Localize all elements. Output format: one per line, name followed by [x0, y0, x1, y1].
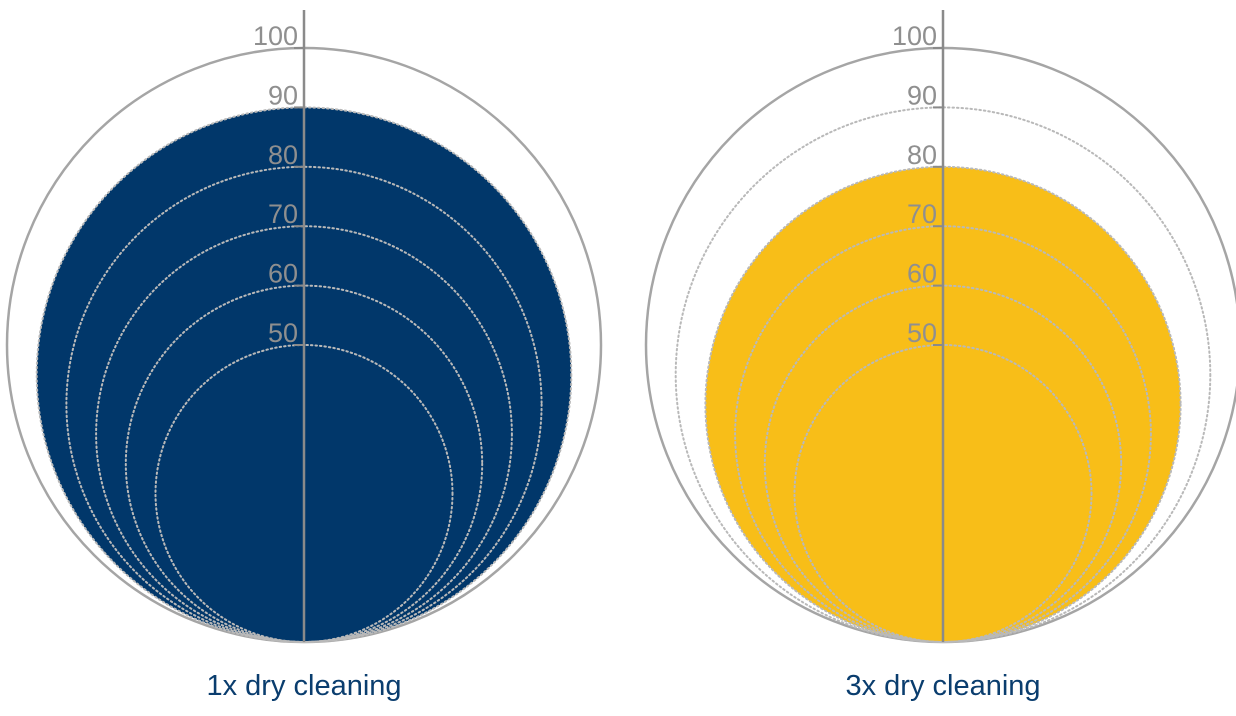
tick-label-70: 70: [268, 199, 298, 229]
tick-label-90: 90: [268, 80, 298, 110]
caption-3x-dry-cleaning: 3x dry cleaning: [845, 670, 1041, 702]
tick-label-80: 80: [907, 140, 937, 170]
tick-label-60: 60: [907, 259, 937, 289]
tick-label-80: 80: [268, 140, 298, 170]
tick-label-60: 60: [268, 259, 298, 289]
panel-1x-dry-cleaning: 100 90 80 70 60 50: [5, 10, 603, 644]
caption-1x-dry-cleaning: 1x dry cleaning: [206, 670, 402, 702]
tick-label-70: 70: [907, 199, 937, 229]
tick-label-90: 90: [907, 80, 937, 110]
tick-label-100: 100: [892, 21, 937, 51]
tick-label-100: 100: [253, 21, 298, 51]
tick-label-50: 50: [907, 318, 937, 348]
panel-3x-dry-cleaning: 100 90 80 70 60 50: [644, 10, 1236, 644]
tick-label-50: 50: [268, 318, 298, 348]
